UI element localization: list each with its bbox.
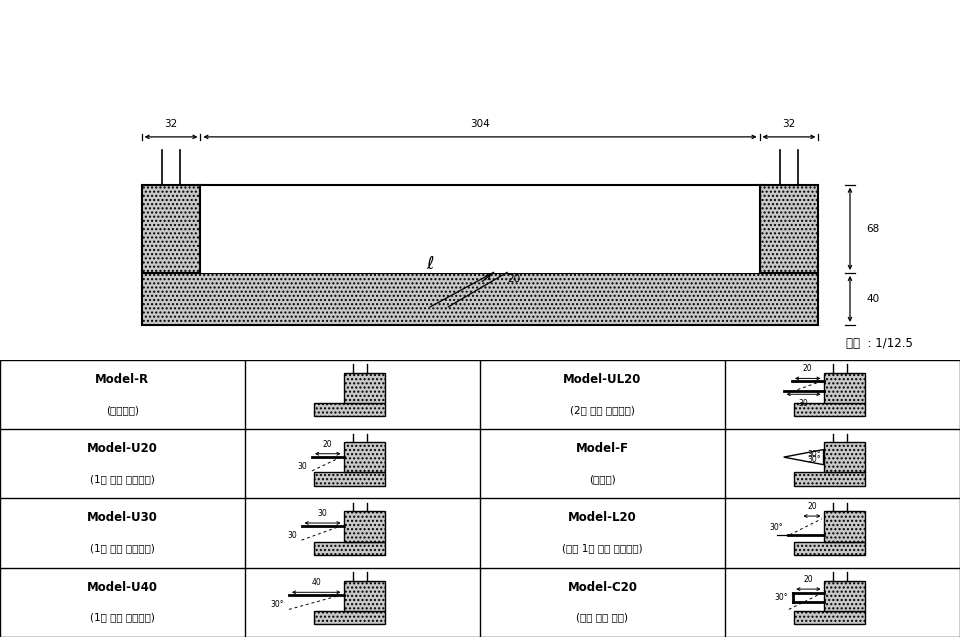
Bar [201,185,759,273]
Text: 40: 40 [866,294,879,304]
Bar [344,512,386,541]
Bar [824,512,866,541]
Text: 20: 20 [803,364,812,373]
Bar [344,442,386,472]
Text: 68: 68 [866,224,879,234]
Text: 32: 32 [782,118,796,129]
Text: 32: 32 [164,118,178,129]
Text: Model-F: Model-F [576,442,629,455]
Bar [344,373,386,403]
Text: 30°: 30° [271,600,284,609]
Text: 30°: 30° [807,455,821,464]
Text: (1단 수평 플레이트): (1단 수평 플레이트) [90,543,155,554]
Text: 20: 20 [323,440,332,448]
Text: $\mathit{\ell}$: $\mathit{\ell}$ [426,255,435,273]
Text: (페어링): (페어링) [589,474,615,484]
Text: 304: 304 [470,118,490,129]
Bar [314,611,386,624]
Bar [824,580,866,611]
Text: 20: 20 [807,502,817,511]
Bar [759,185,818,273]
Text: (하측 1단 수평 플레이트): (하측 1단 수평 플레이트) [563,543,642,554]
Text: 30°: 30° [769,523,783,532]
Bar [142,273,818,325]
Bar [794,472,866,485]
Text: Model-L20: Model-L20 [568,512,636,524]
Text: Model-C20: Model-C20 [567,580,637,594]
Text: 30: 30 [287,531,297,540]
Text: 20: 20 [507,274,520,283]
Bar [824,373,866,403]
Bar [314,403,386,417]
Text: 30: 30 [298,461,307,471]
Text: Model-U30: Model-U30 [87,512,157,524]
Bar [344,580,386,611]
Bar [794,611,866,624]
Text: Model-UL20: Model-UL20 [564,373,641,386]
Text: (우절 단면 상당): (우절 단면 상당) [576,613,629,622]
Polygon shape [783,450,824,465]
Text: (2단 수평 플레이트): (2단 수평 플레이트) [570,404,635,415]
Bar [794,541,866,555]
Text: 30: 30 [799,399,808,408]
Text: (1단 수평 플레이트): (1단 수평 플레이트) [90,613,155,622]
Bar [314,541,386,555]
Bar [824,442,866,472]
Text: 40: 40 [311,578,322,587]
Text: 축첡  : 1/12.5: 축첡 : 1/12.5 [847,338,913,350]
Text: (기본단면): (기본단면) [106,404,139,415]
Text: Model-R: Model-R [95,373,150,386]
Bar [314,472,386,485]
Text: 30°: 30° [807,450,821,459]
Text: 30°: 30° [775,593,788,603]
Text: 20: 20 [804,575,813,584]
Bar [142,185,201,273]
Text: (1단 수평 플레이트): (1단 수평 플레이트) [90,474,155,484]
Text: Model-U20: Model-U20 [87,442,157,455]
Text: Model-U40: Model-U40 [87,580,157,594]
Text: 30: 30 [318,509,327,518]
Bar [794,403,866,417]
